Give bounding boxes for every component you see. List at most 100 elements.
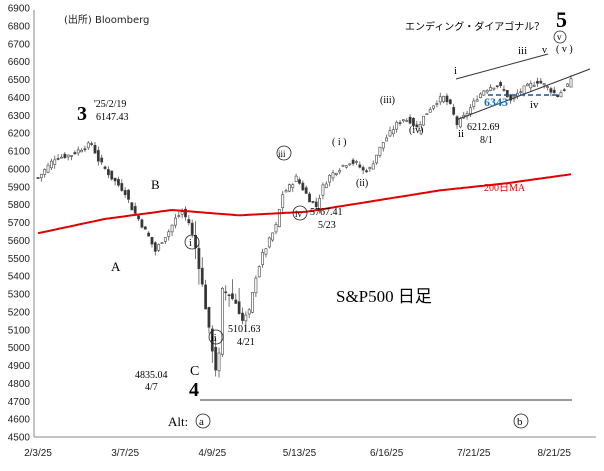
- candle-body: [324, 183, 328, 189]
- wave-iii-top-label: iii: [518, 45, 527, 57]
- candle-body: [405, 120, 409, 122]
- candle-body: [184, 208, 187, 218]
- wave-5-label: 5: [556, 7, 567, 32]
- candle-body: [257, 266, 261, 278]
- alt-label: Alt:: [168, 414, 188, 429]
- x-tick-label: 5/13/25: [283, 448, 317, 459]
- candle-body: [204, 284, 208, 310]
- candle-body: [237, 301, 241, 315]
- y-tick-label: 5200: [8, 307, 31, 318]
- alt-a-circle: [195, 413, 211, 429]
- candle-body: [93, 144, 97, 154]
- x-tick-label: 3/7/25: [111, 448, 139, 459]
- candle-body: [194, 235, 197, 248]
- candles: [36, 75, 573, 378]
- candle-body: [43, 169, 47, 175]
- candle-body: [452, 107, 456, 115]
- y-tick-label: 5300: [8, 290, 31, 301]
- wave-iv-paren-label: (iv): [409, 125, 423, 136]
- candle-body: [80, 149, 83, 153]
- candle-body: [375, 154, 378, 164]
- candle-body: [261, 252, 264, 266]
- candle-body: [569, 78, 573, 88]
- y-tick-label: 5900: [8, 182, 31, 193]
- channel-upper: [455, 53, 549, 80]
- candle-body: [334, 172, 338, 176]
- candle-body: [220, 288, 224, 355]
- wave-i-top-label: i: [454, 65, 457, 77]
- x-tick-label: 4/9/25: [198, 448, 226, 459]
- candle-body: [50, 160, 53, 169]
- y-tick-label: 5100: [8, 325, 31, 336]
- wave-ii-circle: [208, 329, 224, 345]
- candle-body: [546, 86, 549, 88]
- candle-body: [177, 215, 181, 217]
- candle-body: [556, 94, 559, 97]
- candle-body: [469, 107, 472, 114]
- candle-body: [532, 84, 536, 87]
- candle-body: [298, 179, 301, 184]
- wave-v-top-label: v: [542, 45, 547, 56]
- y-tick-label: 6800: [8, 21, 31, 32]
- chart-title: S&P500 日足: [336, 287, 432, 306]
- wave-iv-date: 5/23: [318, 220, 336, 231]
- candle-body: [70, 155, 73, 157]
- candle-body: [187, 219, 191, 224]
- x-tick-label: 8/21/25: [538, 448, 572, 459]
- wave-ii-date: 4/21: [237, 337, 255, 348]
- candle-body: [130, 202, 134, 211]
- wave-ii-low-label: ii: [211, 333, 217, 344]
- y-tick-label: 6200: [8, 129, 31, 140]
- candle-body: [448, 99, 452, 105]
- wave-c-label: C: [190, 364, 199, 379]
- wave-5-circ-label: v: [557, 32, 562, 42]
- candle-body: [475, 99, 479, 102]
- wave-3-date: '25/2/19: [94, 99, 126, 110]
- candle-body: [542, 83, 546, 86]
- candle-body: [509, 94, 513, 101]
- candle-body: [133, 206, 137, 214]
- candle-body: [489, 87, 492, 91]
- candle-body: [485, 90, 489, 93]
- candle-body: [395, 121, 399, 130]
- candle-body: [536, 80, 539, 84]
- y-tick-label: 6900: [8, 4, 31, 15]
- wave-ii-value: 5101.63: [228, 324, 261, 335]
- candle-body: [217, 352, 221, 372]
- wave-3-label: 3: [77, 103, 87, 125]
- candle-body: [348, 163, 352, 166]
- candle-body: [294, 175, 298, 182]
- candle-body: [153, 242, 157, 252]
- candle-body: [143, 226, 147, 230]
- candle-body: [117, 179, 120, 186]
- x-tick-label: 2/3/25: [24, 448, 52, 459]
- candle-body: [277, 209, 281, 227]
- candle-body: [267, 237, 271, 248]
- candle-body: [147, 232, 151, 237]
- candle-body: [96, 150, 100, 162]
- y-tick-label: 4700: [8, 397, 31, 408]
- candle-body: [210, 328, 214, 352]
- candle-body: [254, 277, 258, 294]
- candle-body: [428, 109, 432, 113]
- wave-iii-paren-label: (iii): [380, 95, 395, 106]
- candle-body: [479, 93, 482, 98]
- candle-body: [163, 237, 167, 242]
- candle-body: [284, 190, 288, 193]
- candle-body: [559, 92, 563, 98]
- candle-body: [311, 201, 315, 203]
- alt-b-label: b: [517, 416, 523, 428]
- wave-iii-label: iii: [278, 149, 286, 159]
- candle-body: [251, 292, 254, 313]
- candle-body: [371, 163, 375, 170]
- wave-ii-paren-label: (ii): [356, 178, 368, 189]
- candle-body: [472, 100, 476, 108]
- y-tick-label: 5800: [8, 200, 31, 211]
- candle-body: [422, 115, 425, 126]
- ending-diagonal-label: エンディング・ダイアゴナル？: [405, 20, 544, 33]
- candle-body: [314, 201, 318, 208]
- candle-body: [552, 89, 556, 93]
- candle-body: [445, 95, 449, 103]
- y-tick-label: 6400: [8, 93, 31, 104]
